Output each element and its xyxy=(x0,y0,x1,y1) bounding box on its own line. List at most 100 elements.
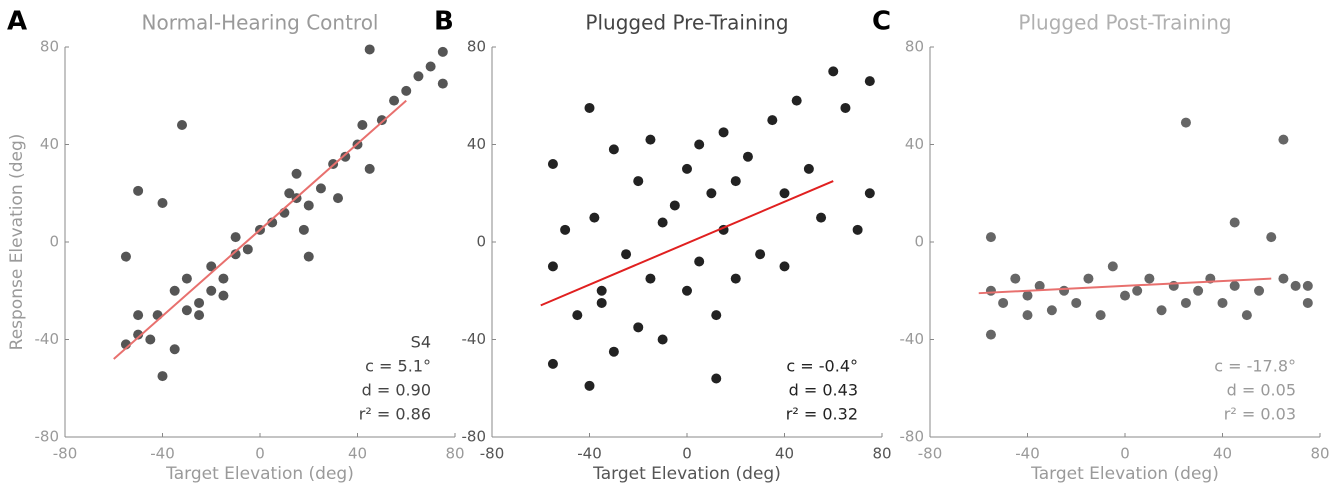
data-point xyxy=(711,373,722,384)
panel-title: Plugged Post-Training xyxy=(1018,11,1231,35)
data-point xyxy=(333,193,343,204)
data-point xyxy=(376,115,387,126)
data-point xyxy=(194,310,205,321)
data-point xyxy=(230,232,241,243)
data-point xyxy=(152,310,163,321)
data-point xyxy=(181,273,192,284)
data-point xyxy=(694,139,705,150)
data-point xyxy=(1266,232,1277,243)
data-point xyxy=(177,120,187,130)
data-point xyxy=(584,102,595,113)
x-tick-label: 0 xyxy=(255,445,265,463)
data-point xyxy=(194,297,205,308)
panel-label: C xyxy=(872,7,891,37)
data-point xyxy=(218,273,229,284)
data-point xyxy=(437,46,448,57)
data-point xyxy=(1010,273,1021,284)
data-point xyxy=(298,224,309,235)
stat-annotation: c = -17.8° xyxy=(1214,357,1296,376)
data-point xyxy=(157,198,168,208)
data-point xyxy=(682,285,692,296)
data-point xyxy=(133,310,144,321)
data-point xyxy=(584,380,595,391)
data-point xyxy=(1132,285,1143,296)
data-point xyxy=(1120,290,1130,301)
data-point xyxy=(120,251,131,262)
data-point xyxy=(291,168,302,179)
data-point xyxy=(1046,305,1057,316)
data-point xyxy=(694,256,705,267)
data-point xyxy=(840,102,851,113)
data-point xyxy=(803,163,814,174)
data-point xyxy=(547,159,558,169)
data-point xyxy=(413,71,424,82)
stat-annotation: d = 0.05 xyxy=(1227,381,1296,400)
data-point xyxy=(828,66,839,77)
data-point xyxy=(682,163,692,174)
data-point xyxy=(852,224,863,235)
y-tick-label: 80 xyxy=(467,38,486,56)
y-tick-label: 40 xyxy=(467,135,486,153)
fit-line xyxy=(113,99,407,360)
stat-annotation: c = 5.1° xyxy=(365,357,431,376)
stat-annotation: c = -0.4° xyxy=(786,357,858,376)
x-tick-label: 80 xyxy=(1310,445,1329,463)
x-tick-label: 80 xyxy=(872,445,891,463)
data-point xyxy=(389,95,400,106)
data-point xyxy=(645,273,656,284)
data-point xyxy=(401,85,412,96)
fit-line xyxy=(978,277,1272,295)
x-tick-label: 40 xyxy=(775,445,794,463)
data-point xyxy=(169,285,180,296)
stat-annotation: d = 0.90 xyxy=(362,381,431,400)
y-tick-label: 0 xyxy=(49,233,59,251)
y-tick-label: 80 xyxy=(40,38,59,56)
data-point xyxy=(1144,273,1155,284)
data-point xyxy=(218,290,229,301)
x-tick-label: -40 xyxy=(1015,445,1040,463)
data-point xyxy=(742,151,753,162)
data-point xyxy=(985,232,996,243)
data-point xyxy=(1022,310,1033,321)
data-point xyxy=(1278,273,1289,284)
data-point xyxy=(572,310,583,321)
data-point xyxy=(1034,280,1045,291)
data-point xyxy=(816,212,827,223)
data-point xyxy=(657,217,668,228)
y-tick-label: -40 xyxy=(35,330,60,348)
data-point xyxy=(657,334,668,345)
x-tick-label: -40 xyxy=(150,445,175,463)
data-point xyxy=(589,212,600,223)
x-tick-label: 0 xyxy=(1120,445,1130,463)
data-point xyxy=(596,297,607,308)
data-point xyxy=(1302,280,1313,291)
data-point xyxy=(1059,285,1070,296)
data-point xyxy=(767,115,778,126)
data-point xyxy=(1083,273,1094,284)
x-tick-label: 40 xyxy=(1213,445,1232,463)
data-point xyxy=(985,329,996,340)
data-point xyxy=(206,261,217,272)
x-tick-label: 40 xyxy=(348,445,367,463)
y-tick-label: -80 xyxy=(462,428,487,446)
data-point xyxy=(706,188,717,199)
data-point xyxy=(357,120,368,130)
y-axis-label: Response Elevation (deg) xyxy=(7,134,27,351)
y-tick-label: 40 xyxy=(905,135,924,153)
data-point xyxy=(718,127,729,138)
y-tick-label: 80 xyxy=(905,38,924,56)
data-point xyxy=(755,249,766,260)
data-point xyxy=(303,251,314,262)
data-point xyxy=(1095,310,1106,321)
data-point xyxy=(779,261,790,272)
x-tick-label: 0 xyxy=(682,445,692,463)
panel-title: Plugged Pre-Training xyxy=(585,11,788,35)
x-tick-label: -80 xyxy=(53,445,78,463)
data-point xyxy=(633,176,644,187)
data-point xyxy=(864,188,875,199)
y-tick-label: 40 xyxy=(40,135,59,153)
data-point xyxy=(1302,297,1313,308)
x-axis-label: Target Elevation (deg) xyxy=(1030,464,1219,484)
stat-annotation: S4 xyxy=(411,333,431,352)
data-point xyxy=(181,305,192,316)
